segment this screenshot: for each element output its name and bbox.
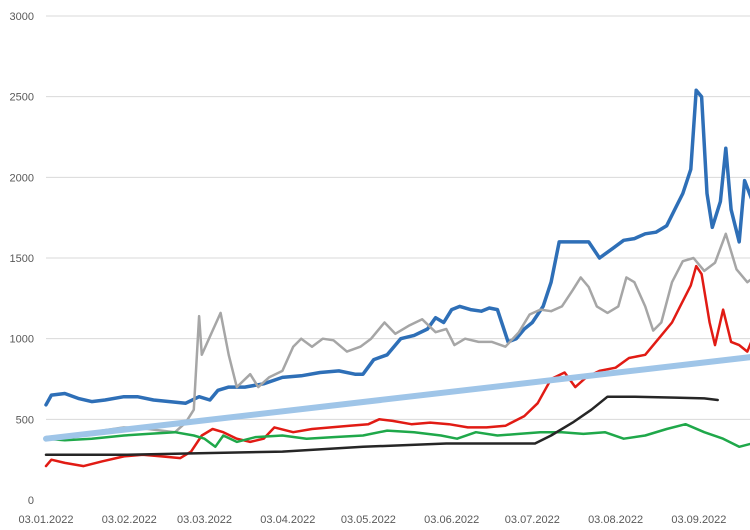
x-tick-label: 03.09.2022 — [671, 514, 726, 526]
y-tick-label: 2000 — [10, 172, 34, 184]
y-tick-label: 500 — [16, 414, 34, 426]
x-tick-label: 03.03.2022 — [177, 514, 232, 526]
series-line-2 — [44, 232, 750, 439]
y-tick-label: 0 — [28, 495, 34, 507]
series-lines — [43, 88, 750, 468]
x-tick-label: 03.02.2022 — [102, 514, 157, 526]
y-axis-ticks: 0 500 1000 1500 2000 2500 3000 — [10, 11, 34, 507]
x-tick-label: 03.07.2022 — [505, 514, 560, 526]
y-tick-label: 1500 — [10, 253, 34, 265]
y-tick-label: 3000 — [10, 11, 34, 23]
series-line-3 — [44, 264, 750, 468]
x-tick-label: 03.08.2022 — [588, 514, 643, 526]
series-line-5 — [44, 395, 719, 457]
x-tick-label: 03.04.2022 — [260, 514, 315, 526]
y-tick-label: 2500 — [10, 92, 34, 104]
x-tick-label: 03.05.2022 — [341, 514, 396, 526]
series-line-4 — [44, 422, 750, 449]
gridlines — [46, 15, 750, 420]
x-axis-ticks: 03.01.2022 03.02.2022 03.03.2022 03.04.2022… — [18, 514, 726, 526]
y-tick-label: 1000 — [10, 334, 34, 346]
series-line-1 — [44, 88, 750, 407]
x-tick-label: 03.06.2022 — [424, 514, 479, 526]
series-line-6 — [43, 354, 750, 442]
x-tick-label: 03.01.2022 — [18, 514, 73, 526]
